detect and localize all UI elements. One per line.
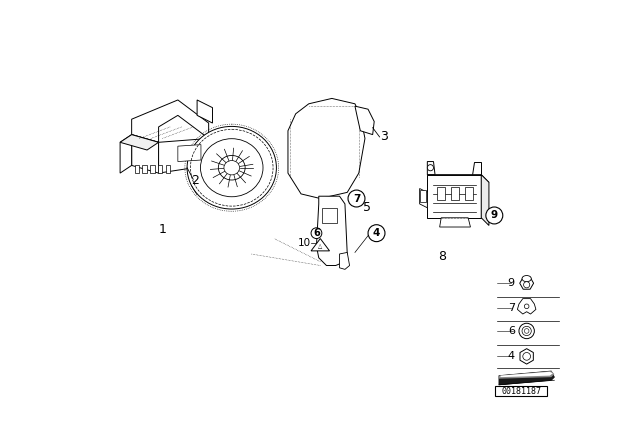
Text: 6: 6 (313, 228, 320, 238)
Circle shape (486, 207, 503, 224)
Circle shape (524, 329, 529, 333)
Polygon shape (159, 138, 209, 173)
Circle shape (311, 228, 322, 238)
Polygon shape (499, 371, 554, 379)
Circle shape (524, 304, 529, 309)
Polygon shape (178, 145, 201, 162)
Polygon shape (322, 208, 337, 223)
Text: 9: 9 (508, 278, 515, 288)
Polygon shape (132, 100, 209, 142)
Ellipse shape (218, 155, 245, 180)
Polygon shape (420, 190, 426, 202)
Text: 4: 4 (508, 351, 515, 362)
Polygon shape (500, 372, 553, 377)
Polygon shape (158, 165, 163, 173)
Polygon shape (135, 165, 140, 173)
Polygon shape (311, 238, 330, 251)
Text: 00181187: 00181187 (501, 387, 541, 396)
Text: 4: 4 (373, 228, 380, 238)
Polygon shape (120, 134, 159, 150)
Text: 3: 3 (380, 130, 388, 143)
Polygon shape (437, 187, 445, 200)
Circle shape (523, 353, 531, 360)
Polygon shape (465, 187, 473, 200)
Polygon shape (150, 165, 155, 173)
Polygon shape (120, 134, 132, 173)
Text: △: △ (318, 243, 323, 248)
Polygon shape (166, 165, 170, 173)
Text: 9: 9 (491, 211, 498, 220)
Text: 7: 7 (508, 303, 515, 313)
Polygon shape (355, 106, 374, 134)
Polygon shape (428, 175, 489, 182)
Polygon shape (420, 189, 428, 208)
Polygon shape (520, 349, 533, 364)
Polygon shape (197, 100, 212, 123)
Circle shape (348, 190, 365, 207)
Polygon shape (520, 277, 534, 289)
Polygon shape (340, 252, 349, 269)
Circle shape (524, 282, 530, 288)
Ellipse shape (200, 139, 263, 197)
Circle shape (522, 326, 531, 336)
Polygon shape (132, 134, 159, 173)
Circle shape (428, 165, 433, 171)
Text: 5: 5 (362, 201, 371, 214)
Polygon shape (288, 99, 365, 198)
Ellipse shape (224, 160, 239, 175)
Polygon shape (316, 196, 348, 266)
Ellipse shape (522, 276, 531, 282)
Circle shape (519, 323, 534, 339)
Text: 10: 10 (298, 238, 310, 248)
Polygon shape (499, 371, 554, 385)
Polygon shape (472, 162, 481, 175)
Text: 1: 1 (159, 223, 166, 236)
Polygon shape (428, 162, 435, 175)
Circle shape (368, 225, 385, 241)
Text: 7: 7 (353, 194, 360, 203)
Polygon shape (481, 175, 489, 225)
Ellipse shape (187, 126, 276, 209)
Polygon shape (143, 165, 147, 173)
Text: 6: 6 (508, 326, 515, 336)
Polygon shape (517, 299, 536, 314)
Polygon shape (440, 218, 470, 227)
Text: 2: 2 (191, 174, 200, 187)
Polygon shape (428, 175, 481, 218)
Polygon shape (451, 187, 459, 200)
Text: 8: 8 (438, 250, 446, 263)
